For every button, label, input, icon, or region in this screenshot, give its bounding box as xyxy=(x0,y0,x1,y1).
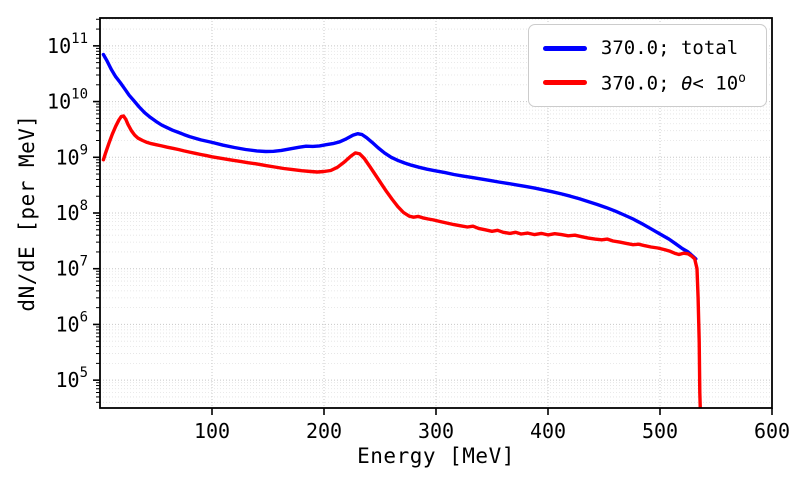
y-tick-label: 105 xyxy=(55,365,88,392)
y-axis-label: dN/dE [per MeV] xyxy=(15,114,39,312)
y-tick-label: 109 xyxy=(55,142,88,169)
x-tick-label: 600 xyxy=(754,419,790,443)
y-tick-label: 106 xyxy=(55,309,88,336)
y-tick-label: 1010 xyxy=(47,87,88,114)
x-tick-label: 300 xyxy=(418,419,454,443)
legend-label-part: < 10 xyxy=(692,72,739,95)
series-line-total xyxy=(101,52,698,261)
legend-label-total: 370.0; total xyxy=(600,37,739,59)
legend-label-superscript: o xyxy=(738,71,746,86)
y-tick-label: 107 xyxy=(55,254,88,281)
x-axis-label: Energy [MeV] xyxy=(357,444,515,468)
legend: 370.0; total 370.0; θ< 10o xyxy=(527,24,767,108)
x-tick-label: 200 xyxy=(306,419,342,443)
legend-entry-total: 370.0; total xyxy=(542,37,746,59)
legend-entry-theta: 370.0; θ< 10o xyxy=(542,71,746,94)
legend-line-total xyxy=(542,45,587,51)
x-tick-label: 100 xyxy=(194,419,230,443)
y-tick-label: 108 xyxy=(55,198,88,225)
y-tick-label: 1011 xyxy=(47,31,88,58)
x-tick-label: 500 xyxy=(642,419,678,443)
x-tick-label: 400 xyxy=(530,419,566,443)
legend-label-theta-symbol: θ xyxy=(680,72,693,95)
legend-line-theta xyxy=(542,80,587,86)
legend-label-theta: 370.0; θ< 10o xyxy=(601,71,746,94)
series-line-theta-lt-10deg xyxy=(101,114,702,408)
legend-label-part: 370.0; xyxy=(600,72,681,95)
